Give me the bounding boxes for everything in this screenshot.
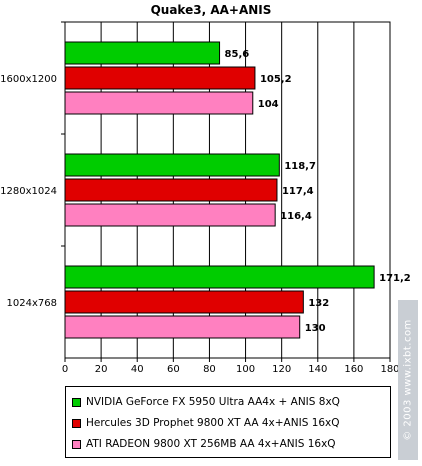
chart-title: Quake3, AA+ANIS — [151, 3, 272, 17]
legend-swatch-nvidia — [72, 397, 81, 407]
x-tick-label: 40 — [131, 364, 144, 375]
legend: NVIDIA GeForce FX 5950 Ultra AA4x + ANIS… — [65, 386, 391, 458]
bar — [64, 178, 278, 202]
bar — [64, 203, 276, 227]
bar — [64, 315, 301, 339]
data-label: 130 — [305, 323, 326, 334]
legend-label-hercules: Hercules 3D Prophet 9800 XT AA 4x+ANIS 1… — [86, 417, 340, 429]
legend-label-ati: ATI RADEON 9800 XT 256MB AA 4x+ANIS 16xQ — [86, 438, 336, 450]
x-tick-label: 100 — [236, 364, 255, 375]
x-tick-label: 140 — [308, 364, 327, 375]
legend-swatch-hercules — [72, 418, 81, 428]
category-label: 1280x1024 — [0, 186, 57, 197]
watermark-text: © 2003 www.ixbt.com — [402, 319, 414, 441]
data-label: 171,2 — [379, 273, 411, 284]
legend-swatch-ati — [72, 439, 81, 449]
bar — [64, 66, 256, 90]
x-tick-label: 160 — [344, 364, 363, 375]
data-label: 105,2 — [260, 74, 292, 85]
legend-item-nvidia: NVIDIA GeForce FX 5950 Ultra AA4x + ANIS… — [72, 393, 340, 411]
category-label: 1600x1200 — [0, 74, 57, 85]
x-tick-label: 60 — [167, 364, 180, 375]
x-tick-label: 120 — [272, 364, 291, 375]
data-label: 104 — [258, 99, 279, 110]
data-label: 85,6 — [225, 49, 250, 60]
bar — [64, 265, 375, 289]
data-label: 116,4 — [280, 211, 312, 222]
category-label: 1024x768 — [7, 298, 57, 309]
x-tick-label: 80 — [203, 364, 216, 375]
bar — [64, 91, 254, 115]
bar — [64, 153, 280, 177]
legend-label-nvidia: NVIDIA GeForce FX 5950 Ultra AA4x + ANIS… — [86, 396, 340, 408]
watermark: © 2003 www.ixbt.com — [398, 300, 418, 460]
bar — [64, 41, 221, 65]
legend-item-ati: ATI RADEON 9800 XT 256MB AA 4x+ANIS 16xQ — [72, 435, 336, 453]
x-tick-label: 20 — [95, 364, 108, 375]
legend-item-hercules: Hercules 3D Prophet 9800 XT AA 4x+ANIS 1… — [72, 414, 340, 432]
x-tick-label: 0 — [62, 364, 68, 375]
data-label: 118,7 — [284, 161, 316, 172]
data-label: 132 — [308, 298, 329, 309]
bar — [64, 290, 304, 314]
x-tick-label: 180 — [380, 364, 399, 375]
data-label: 117,4 — [282, 186, 314, 197]
